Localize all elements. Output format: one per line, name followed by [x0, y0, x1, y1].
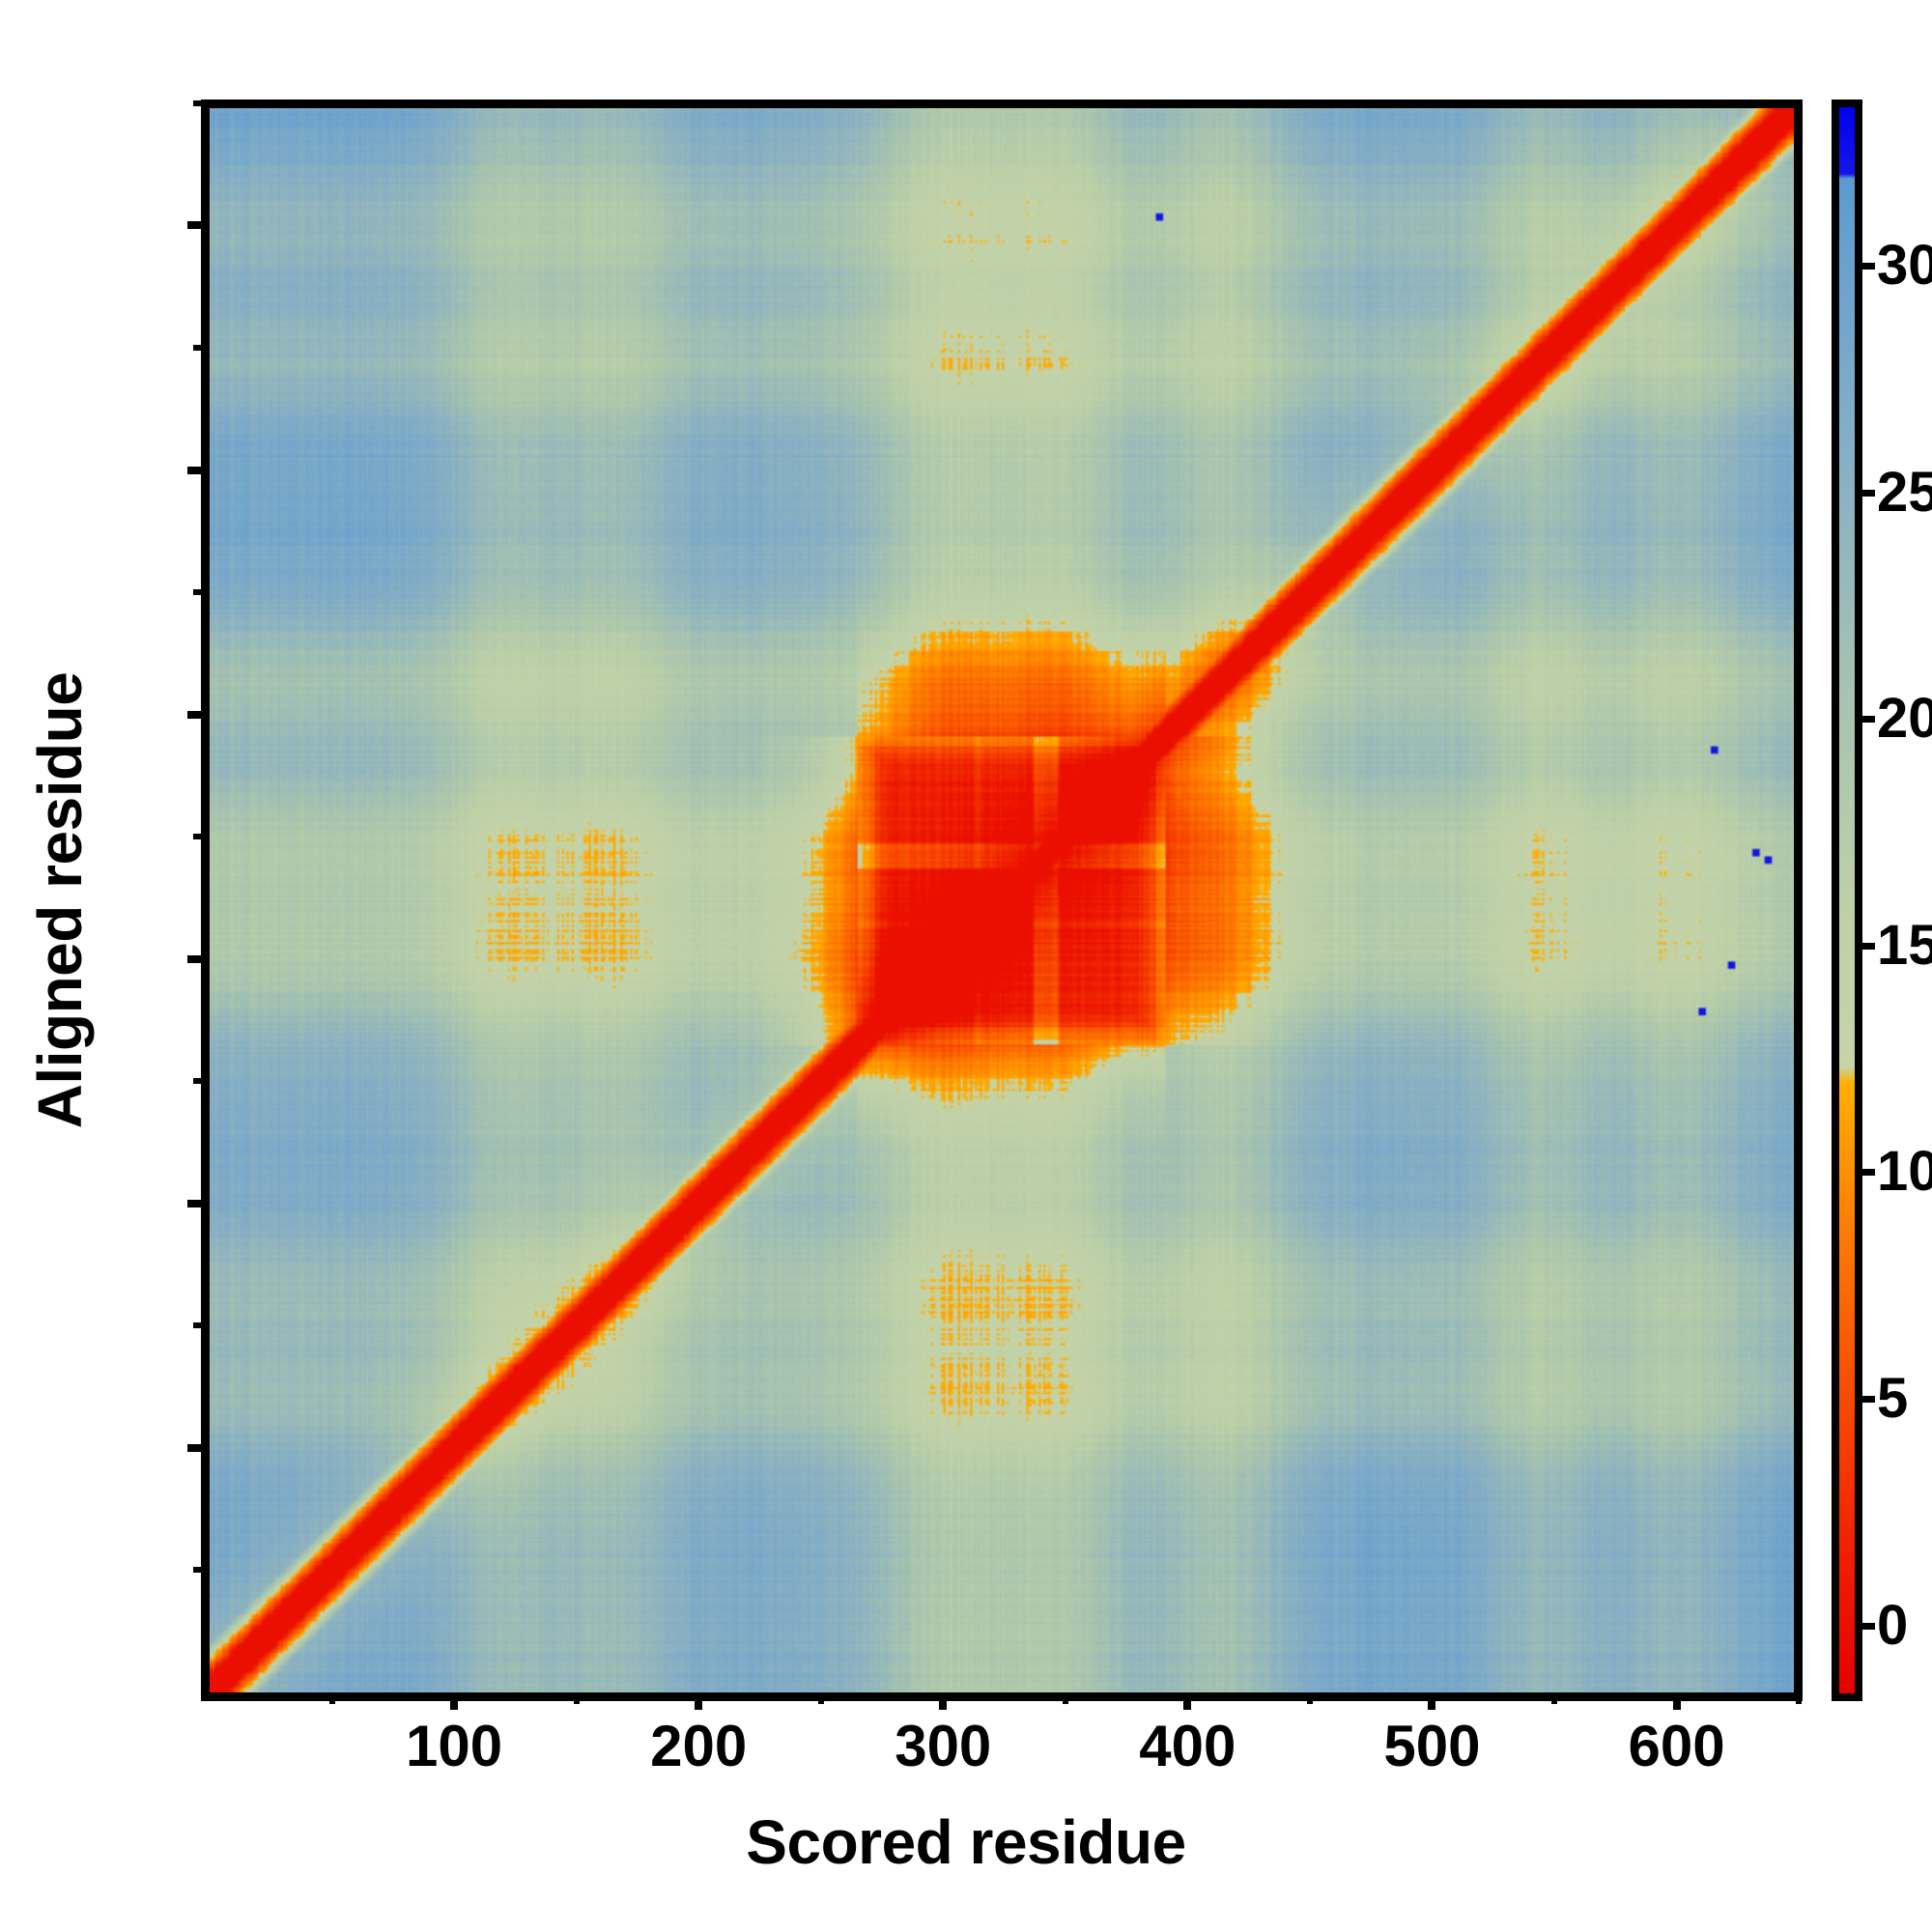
y-tick-300	[187, 954, 204, 963]
y-tick-500	[187, 466, 204, 474]
y-minor-tick-150	[193, 1322, 204, 1329]
x-tick-500	[1428, 1693, 1436, 1710]
x-ticklabel-300: 300	[895, 1714, 992, 1778]
y-minor-tick-50	[193, 1567, 204, 1574]
colorbar-tick-25	[1862, 489, 1875, 497]
colorbar-tick-10	[1862, 1169, 1875, 1177]
colorbar-gradient	[1839, 107, 1855, 1693]
x-minor-tick-650	[1796, 1693, 1803, 1704]
x-tick-200	[695, 1693, 703, 1710]
x-ticklabel-500: 500	[1383, 1714, 1481, 1778]
colorbar-ticklabel-0: 0	[1877, 1593, 1909, 1657]
x-minor-tick-50	[328, 1693, 335, 1704]
pae-heatmap-canvas[interactable]	[210, 108, 1794, 1692]
y-minor-tick-550	[193, 345, 204, 352]
x-tick-300	[939, 1693, 948, 1710]
x-ticklabel-200: 200	[650, 1714, 748, 1778]
x-minor-tick-250	[817, 1693, 824, 1704]
colorbar-tick-0	[1862, 1622, 1875, 1630]
x-tick-100	[450, 1693, 459, 1710]
colorbar-ticklabel-25: 25	[1877, 460, 1932, 524]
x-tick-600	[1672, 1693, 1681, 1710]
colorbar-ticklabel-20: 20	[1877, 687, 1932, 751]
colorbar-tick-20	[1862, 716, 1875, 724]
x-ticklabel-400: 400	[1139, 1714, 1236, 1778]
colorbar[interactable]	[1832, 99, 1862, 1701]
y-axis-title: Aligned residue	[25, 671, 95, 1129]
y-tick-400	[187, 710, 204, 719]
colorbar-ticklabel-5: 5	[1877, 1367, 1909, 1431]
colorbar-tick-15	[1862, 942, 1875, 950]
x-minor-tick-150	[573, 1693, 580, 1704]
colorbar-ticklabel-15: 15	[1877, 913, 1932, 977]
y-minor-tick-450	[193, 589, 204, 596]
x-minor-tick-350	[1062, 1693, 1068, 1704]
colorbar-ticklabel-10: 10	[1877, 1140, 1932, 1204]
x-tick-400	[1183, 1693, 1192, 1710]
y-axis-title-wrapper: Aligned residue	[25, 99, 95, 1701]
x-minor-tick-550	[1550, 1693, 1557, 1704]
colorbar-tick-5	[1862, 1396, 1875, 1404]
y-minor-tick-350	[193, 834, 204, 840]
colorbar-tick-30	[1862, 263, 1875, 270]
y-tick-100	[187, 1443, 204, 1452]
y-tick-600	[187, 221, 204, 230]
x-ticklabel-600: 600	[1628, 1714, 1725, 1778]
y-minor-tick-250	[193, 1078, 204, 1085]
x-axis-title: Scored residue	[746, 1807, 1186, 1877]
x-minor-tick-450	[1306, 1693, 1313, 1704]
heatmap-plot-area[interactable]	[201, 99, 1803, 1701]
y-minor-tick-650	[193, 99, 204, 106]
y-tick-200	[187, 1199, 204, 1208]
x-ticklabel-100: 100	[406, 1714, 503, 1778]
colorbar-ticklabel-30: 30	[1877, 234, 1932, 298]
